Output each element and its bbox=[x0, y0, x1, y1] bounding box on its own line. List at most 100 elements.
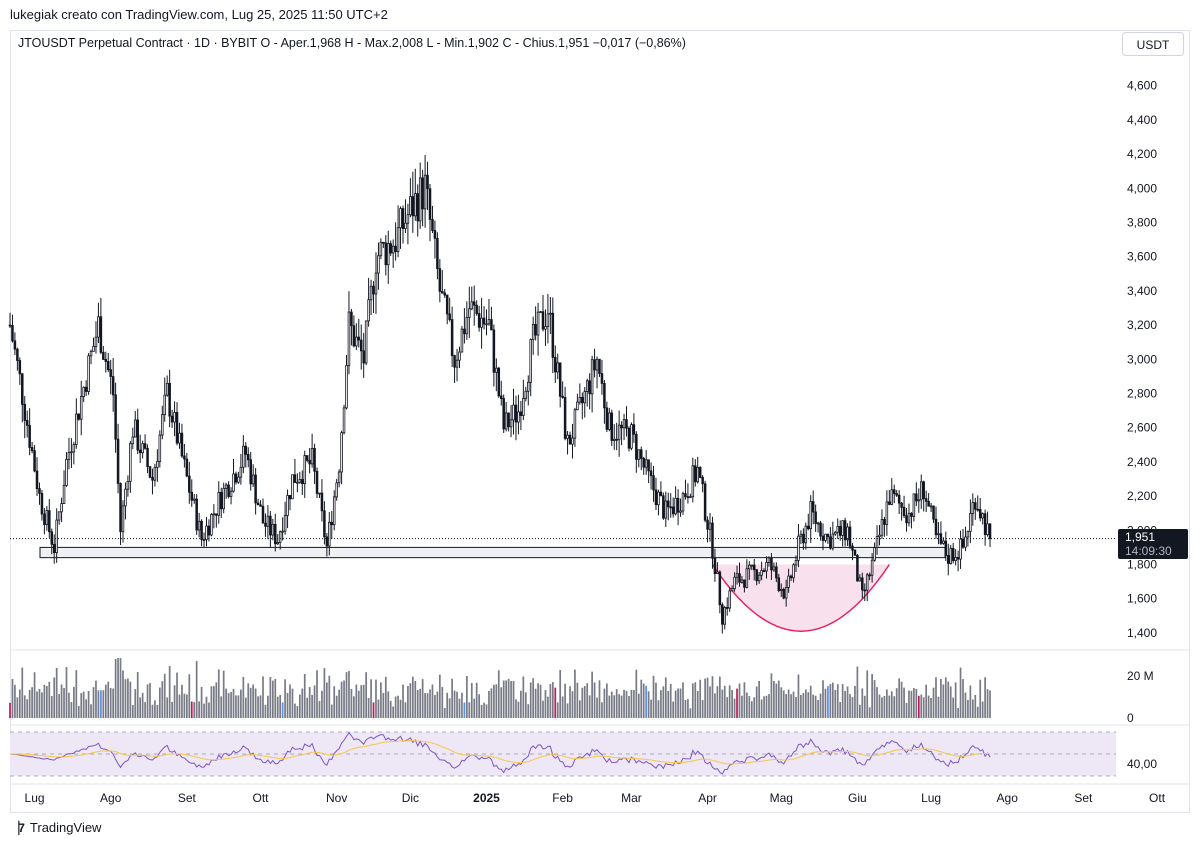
candle-body bbox=[23, 403, 26, 421]
candle-body bbox=[362, 350, 365, 364]
volume-bar bbox=[925, 684, 928, 718]
candle-body bbox=[929, 505, 933, 508]
volume-bar bbox=[814, 695, 817, 718]
candle-body bbox=[826, 533, 830, 538]
volume-bar bbox=[242, 676, 245, 718]
candle-body bbox=[576, 401, 579, 411]
candle-body bbox=[310, 448, 314, 465]
volume-bar bbox=[127, 678, 129, 718]
candle-body bbox=[35, 470, 39, 489]
candle-body bbox=[141, 443, 144, 454]
candle-body bbox=[453, 355, 456, 368]
volume-bar bbox=[362, 684, 365, 718]
volume-bar bbox=[446, 692, 449, 718]
candle-body bbox=[52, 543, 56, 554]
volume-bar bbox=[750, 701, 753, 718]
volume-bar bbox=[886, 689, 888, 718]
candle-body bbox=[588, 380, 591, 395]
candle-body bbox=[875, 536, 879, 549]
volume-bar bbox=[858, 704, 861, 718]
volume-bar bbox=[701, 700, 704, 718]
candle-body bbox=[283, 515, 287, 532]
candle-body bbox=[947, 555, 950, 564]
volume-bar bbox=[888, 695, 891, 718]
y-tick-label: 4,400 bbox=[1127, 113, 1157, 127]
candle-body bbox=[608, 412, 611, 430]
candle-body bbox=[337, 471, 341, 484]
volume-bar bbox=[414, 681, 417, 718]
volume-bar bbox=[82, 691, 85, 718]
candle-body bbox=[67, 452, 71, 460]
volume-bar bbox=[397, 695, 399, 718]
volume-bar bbox=[286, 692, 289, 718]
volume-bar bbox=[16, 697, 19, 718]
candle-body bbox=[755, 569, 758, 582]
candle-body bbox=[978, 508, 982, 519]
volume-bar bbox=[561, 696, 564, 718]
volume-bar bbox=[652, 675, 655, 718]
candle-body bbox=[718, 571, 722, 606]
volume-bar bbox=[812, 694, 815, 718]
candle-body bbox=[910, 512, 913, 517]
x-tick-label: Giu bbox=[848, 791, 867, 805]
candle-body bbox=[527, 381, 530, 392]
currency-unit-button[interactable]: USDT bbox=[1122, 32, 1184, 56]
volume-bar bbox=[429, 689, 431, 718]
volume-bar bbox=[800, 694, 802, 718]
candle-body bbox=[642, 458, 645, 468]
candle-body bbox=[703, 483, 707, 521]
candle-body bbox=[615, 438, 618, 441]
candle-body bbox=[701, 476, 704, 485]
y-tick-label: 1,400 bbox=[1127, 626, 1157, 640]
volume-bar bbox=[878, 694, 881, 718]
candle-body bbox=[497, 367, 501, 397]
candle-body bbox=[391, 245, 395, 254]
volume-bar bbox=[797, 674, 800, 718]
volume-bar bbox=[849, 694, 851, 718]
volume-bar bbox=[937, 696, 940, 718]
volume-bar bbox=[402, 684, 404, 718]
candle-body bbox=[620, 424, 623, 429]
candle-body bbox=[340, 432, 343, 473]
candle-body bbox=[441, 290, 444, 294]
candle-body bbox=[229, 490, 233, 497]
volume-bar bbox=[753, 697, 756, 718]
candle-body bbox=[816, 522, 820, 525]
volume-bar bbox=[856, 666, 859, 718]
volume-bar bbox=[640, 679, 643, 718]
candle-body bbox=[480, 317, 483, 328]
candle-body bbox=[202, 539, 206, 541]
volume-bar bbox=[532, 678, 535, 718]
volume-bar bbox=[11, 678, 14, 718]
volume-bar bbox=[510, 681, 512, 718]
candle-body bbox=[723, 607, 727, 625]
x-tick-label: Nov bbox=[326, 791, 347, 805]
volume-bar bbox=[141, 692, 144, 718]
candle-body bbox=[448, 313, 451, 320]
volume-bar bbox=[819, 693, 822, 718]
volume-bar bbox=[377, 699, 380, 718]
candle-body bbox=[414, 193, 417, 217]
volume-bar bbox=[689, 708, 692, 718]
volume-bar bbox=[549, 684, 552, 718]
candle-body bbox=[529, 339, 532, 383]
candle-body bbox=[738, 573, 741, 583]
volume-bar bbox=[650, 699, 652, 718]
volume-bar bbox=[63, 687, 65, 718]
candle-body bbox=[765, 562, 768, 572]
volume-bar bbox=[824, 688, 827, 718]
candle-body bbox=[207, 525, 211, 536]
volume-bar bbox=[989, 690, 991, 718]
volume-bar bbox=[542, 700, 544, 718]
candle-body bbox=[922, 481, 925, 499]
volume-bar bbox=[777, 680, 780, 718]
candle-body bbox=[814, 511, 817, 524]
candle-body bbox=[490, 319, 493, 331]
candle-body bbox=[185, 458, 189, 477]
candle-body bbox=[831, 533, 835, 549]
volume-bar bbox=[325, 682, 328, 718]
candle-body bbox=[942, 540, 945, 544]
candle-body bbox=[180, 432, 184, 457]
volume-bar bbox=[932, 687, 935, 718]
